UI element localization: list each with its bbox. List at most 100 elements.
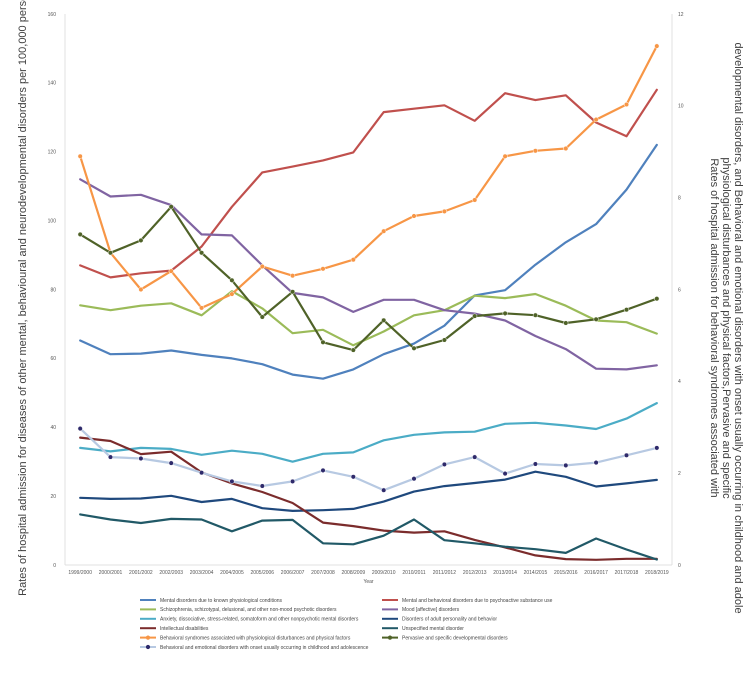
series-8-point-2: [138, 286, 144, 293]
x-tick-4: 2003/2004: [190, 570, 214, 576]
series-8-point-18: [623, 101, 630, 108]
legend-label-5: Disorders of adult personality and behav…: [402, 617, 497, 623]
series-10-point-18: [623, 452, 630, 458]
legend-item-8: Behavioral syndromes associated with phy…: [140, 635, 351, 641]
x-tick-19: 2018/2019: [645, 570, 669, 576]
legend-item-0: Mental disorders due to known physiologi…: [140, 598, 283, 604]
y-left-tick-labels: 0 20 40 60 80 100 120 140 160: [48, 12, 57, 569]
series-10-point-0: [77, 426, 83, 432]
series-7: [79, 513, 658, 561]
legend-item-6: Intellectual disabilities: [140, 626, 209, 632]
y-axis-right-title-line-1: Rates of hospital admission for behavior…: [708, 158, 720, 497]
legend-item-2: Schizophrenia, schizotypal, delusional, …: [140, 607, 337, 613]
x-tick-labels: 1999/2000 2000/2001 2001/2002 2002/2003 2003…: [68, 570, 669, 576]
y-left-tick-5: 100: [48, 218, 57, 224]
series-10-point-3: [168, 460, 174, 466]
x-tick-7: 2006/2007: [281, 570, 305, 576]
series-0: [79, 143, 658, 380]
legend-label-1: Mental and behavioral disorders due to p…: [402, 598, 553, 604]
series-8-point-14: [502, 153, 508, 159]
y-left-tick-0: 0: [53, 563, 56, 569]
series-10-point-4: [199, 470, 205, 476]
legend-label-6: Intellectual disabilities: [160, 626, 209, 632]
series-9: [77, 204, 660, 353]
series-10-point-2: [138, 455, 144, 462]
x-tick-17: 2016/2017: [584, 570, 608, 576]
y-left-tick-2: 40: [50, 425, 56, 431]
series-10: [77, 426, 660, 493]
y-axis-right-title-group: Rates of hospital admission for behavior…: [708, 42, 744, 613]
legend-label-7: Unspecified mental disorder: [402, 626, 464, 632]
series-9-point-14: [502, 310, 508, 316]
series-6: [79, 436, 658, 561]
y-left-tick-8: 160: [48, 12, 57, 18]
x-tick-5: 2004/2005: [220, 570, 244, 576]
series-6-line: [79, 436, 658, 561]
legend-label-10: Behavioral and emotional disorders with …: [160, 645, 369, 651]
series-10-line: [79, 427, 658, 492]
series-8-point-15: [532, 148, 538, 154]
series-8-point-11: [411, 213, 417, 219]
series-10-point-8: [320, 467, 326, 473]
legend-item-1: Mental and behavioral disorders due to p…: [382, 598, 553, 604]
series-1-line: [79, 88, 658, 279]
series-3: [79, 178, 658, 371]
x-tick-0: 1999/2000: [68, 570, 92, 576]
series-9-point-7: [290, 289, 296, 295]
series-8-point-5: [229, 291, 235, 297]
legend-label-4: Anxiety, dissociative, stress-related, s…: [160, 617, 359, 623]
series-8: [77, 43, 660, 311]
y-right-tick-0: 0: [678, 563, 681, 569]
x-tick-8: 2007/2008: [311, 570, 335, 576]
legend-label-9: Pervasive and specific developmental dis…: [402, 635, 508, 641]
series-9-point-0: [77, 231, 83, 237]
series-8-line: [79, 44, 658, 309]
series-10-point-6: [259, 483, 265, 489]
series-4: [79, 402, 658, 463]
series-5: [79, 470, 658, 512]
y-right-tick-6: 12: [678, 12, 684, 18]
x-tick-2: 2001/2002: [129, 570, 153, 576]
series-9-point-10: [381, 317, 387, 323]
y-left-tick-7: 140: [48, 81, 57, 87]
legend-swatch-marker-10: [145, 644, 151, 650]
series-8-point-3: [168, 268, 174, 274]
legend-item-5: Disorders of adult personality and behav…: [382, 617, 497, 623]
series-9-point-2: [138, 237, 144, 243]
series-9-point-16: [563, 320, 569, 326]
x-tick-11: 2010/2011: [402, 570, 425, 576]
y-right-tick-3: 6: [678, 287, 681, 293]
series-2: [79, 290, 658, 347]
series-3-line: [79, 178, 658, 371]
series-9-point-6: [259, 314, 265, 320]
x-tick-14: 2013/2014: [493, 570, 517, 576]
y-right-tick-5: 10: [678, 104, 684, 110]
series-9-point-18: [623, 307, 630, 313]
series-4-line: [79, 402, 658, 463]
y-right-tick-2: 4: [678, 379, 681, 385]
x-axis-title: Year: [363, 579, 373, 585]
series-10-point-15: [532, 461, 538, 467]
legend: Mental disorders due to known physiologi…: [140, 598, 553, 651]
y-right-tick-labels: 0 2 4 6 8 10 12: [678, 12, 684, 569]
legend-item-10: Behavioral and emotional disorders with …: [140, 645, 369, 651]
legend-label-8: Behavioral syndromes associated with phy…: [160, 635, 351, 641]
legend-label-2: Schizophrenia, schizotypal, delusional, …: [160, 607, 337, 613]
series-9-point-12: [441, 337, 447, 343]
series-8-point-7: [290, 273, 296, 279]
series-9-point-19: [654, 296, 660, 302]
legend-label-0: Mental disorders due to known physiologi…: [160, 598, 283, 604]
legend-item-3: Mood [affective] disorders: [382, 607, 460, 613]
x-tick-9: 2008/2009: [342, 570, 366, 576]
series-8-point-10: [381, 228, 387, 234]
series-2-line: [79, 290, 658, 347]
series-9-point-13: [472, 313, 478, 319]
x-tick-6: 2005/2006: [250, 570, 274, 576]
series-8-point-19: [654, 43, 660, 49]
y-axis-left-title: Rates of hospital admission for diseases…: [17, 0, 29, 596]
series-8-point-16: [563, 145, 569, 152]
y-left-tick-1: 20: [50, 494, 56, 500]
series-9-point-1: [107, 250, 114, 256]
series-9-point-4: [199, 250, 205, 256]
